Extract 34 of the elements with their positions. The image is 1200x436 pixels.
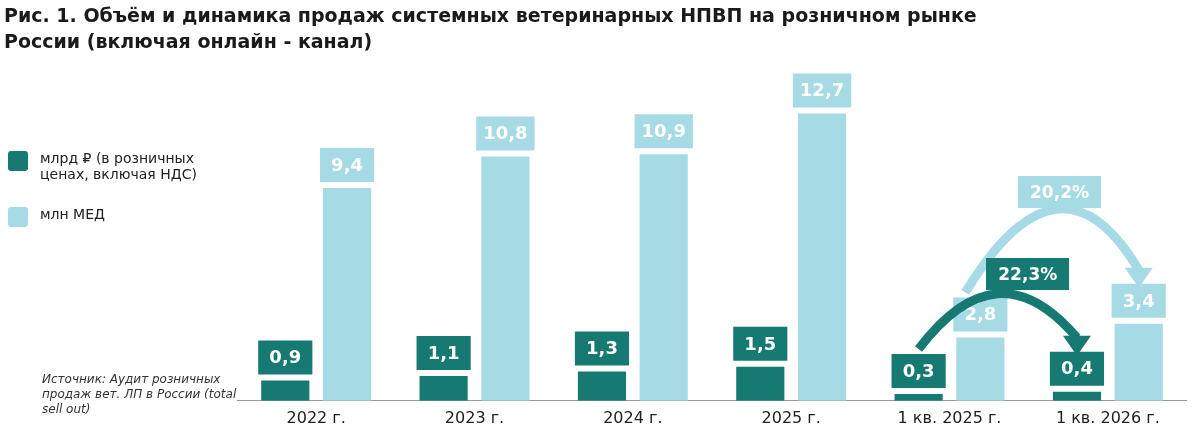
annotation: 22,3%	[986, 258, 1070, 290]
data-label: 1,1	[427, 341, 460, 363]
data-label: 1,5	[744, 332, 777, 354]
data-label: 0,4	[1061, 357, 1093, 379]
bar	[481, 156, 530, 401]
chart-title: Рис. 1. Объём и динамика продаж системных ветеринарных НПВП на розничном рынке России (включая онлайн - канал)	[4, 3, 978, 54]
data-label: 9,4	[331, 153, 363, 175]
bar	[956, 337, 1005, 401]
bar	[797, 113, 847, 401]
bar	[577, 371, 627, 401]
data-label: 0,9	[269, 346, 302, 368]
bar	[261, 380, 310, 401]
legend-label: млн МЕД	[40, 206, 105, 222]
data-label: 2,8	[964, 303, 997, 325]
x-tick-label: 2023 г.	[444, 407, 505, 427]
legend-label: млрд ₽ (в розничных ценах, включая НДС)	[40, 150, 198, 182]
bar	[736, 366, 785, 401]
data-label: 0,3	[902, 359, 935, 381]
bar	[322, 188, 372, 401]
bar	[639, 154, 688, 401]
data-label: 10,8	[483, 122, 528, 144]
annotation: 20,2%	[1018, 176, 1102, 209]
data-label: 1,3	[586, 337, 618, 359]
bar	[419, 375, 468, 401]
bar	[1114, 323, 1163, 401]
data-label: 12,7	[799, 79, 845, 101]
data-label: 3,4	[1122, 289, 1155, 311]
text: Источник: Аудит розничных продаж вет. ЛП в России (total sell out)	[42, 372, 238, 417]
x-tick-label: 2024 г.	[603, 407, 663, 427]
x-tick-label: 1 кв. 2026 г.	[1055, 407, 1160, 427]
x-tick-label: 2022 г.	[286, 407, 346, 427]
x-tick-label: 2025 г.	[761, 407, 821, 427]
x-tick-label: 1 кв. 2025 г.	[897, 407, 1002, 427]
data-label: 10,9	[641, 119, 686, 141]
